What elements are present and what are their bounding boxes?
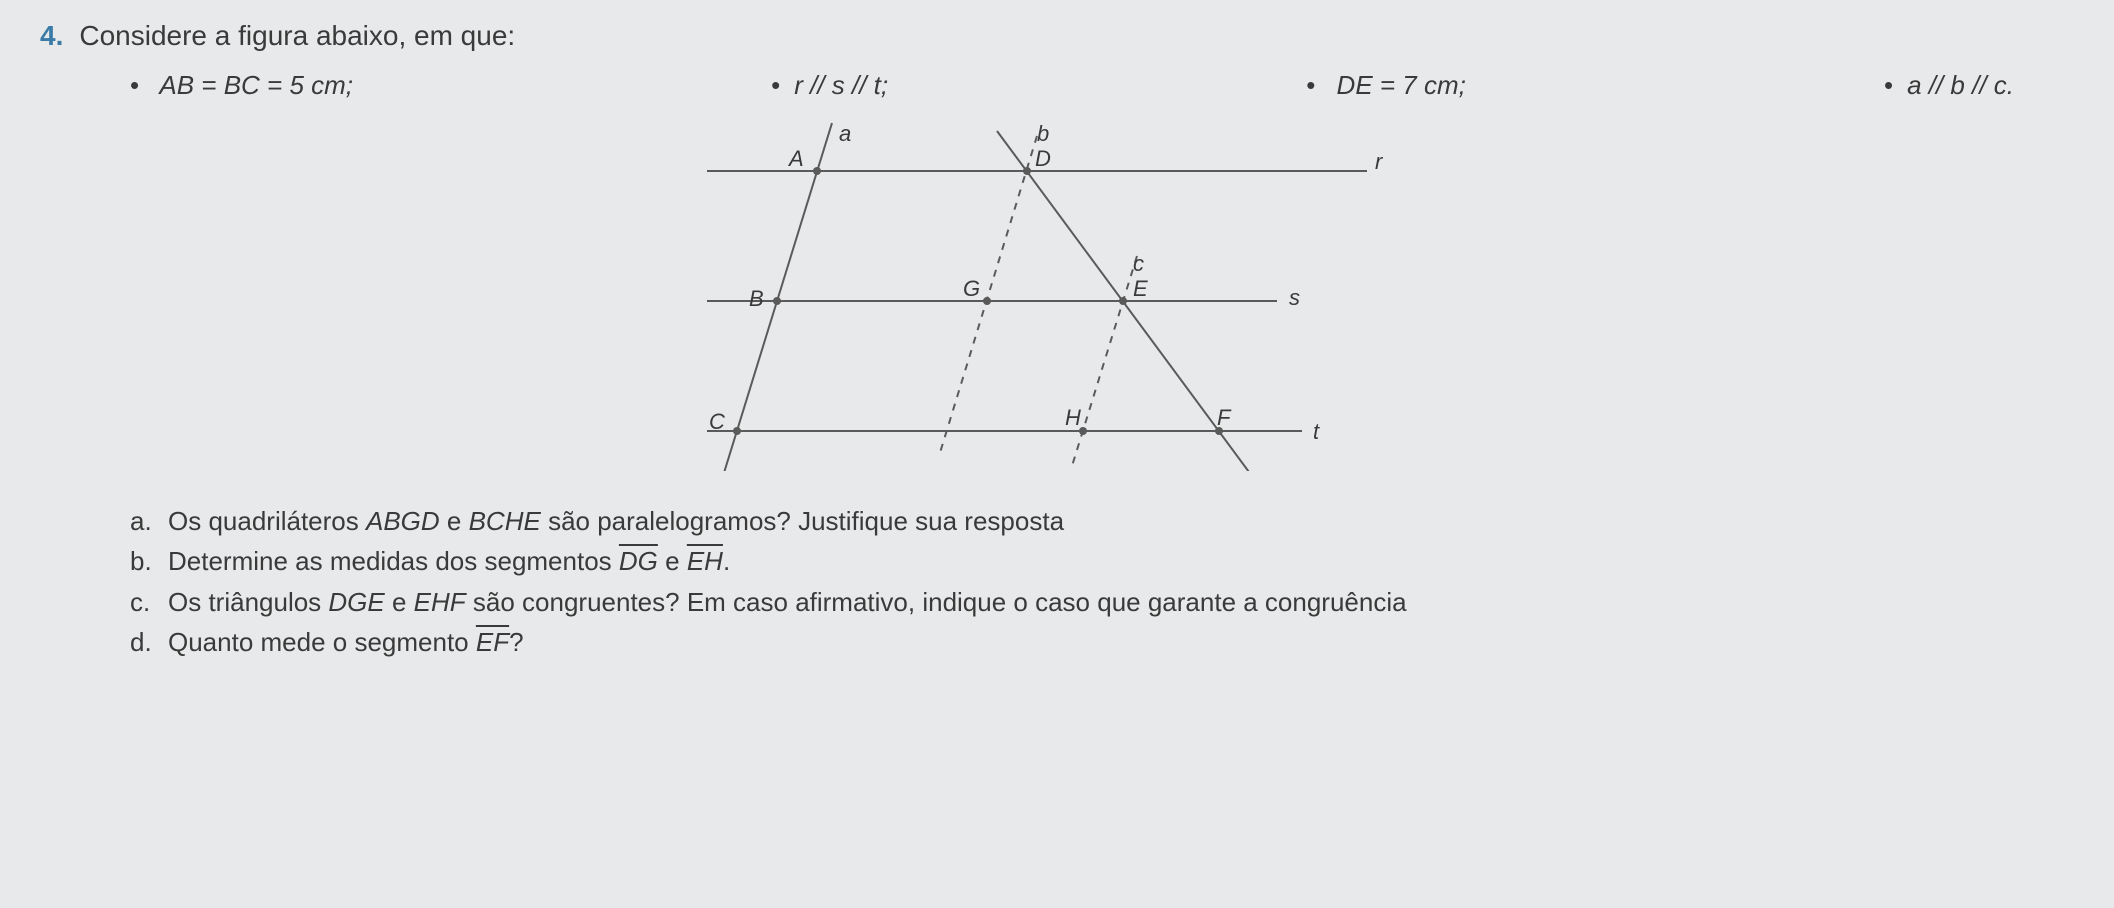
svg-text:s: s [1289,285,1300,310]
givens-row: AB = BC = 5 cm; r // s // t; DE = 7 cm; … [40,70,2074,101]
given-4: a // b // c. [1884,70,2014,101]
part-b: b. Determine as medidas dos segmentos DG… [130,541,2074,581]
part-a-post: são paralelogramos? Justifique sua respo… [541,506,1064,536]
given-3: DE = 7 cm; [1306,70,1466,101]
part-a: a. Os quadriláteros ABGD e BCHE são para… [130,501,2074,541]
part-c-pre: Os triângulos [168,587,328,617]
svg-text:E: E [1133,276,1148,301]
svg-text:A: A [787,146,804,171]
part-a-q1: ABGD [366,506,440,536]
part-b-seg1: DG [619,546,658,576]
svg-text:t: t [1313,419,1320,444]
given-3-de: DE [1337,70,1373,100]
svg-text:a: a [839,121,851,146]
part-c-text: Os triângulos DGE e EHF são congruentes?… [168,582,1407,622]
question-number: 4. [40,20,63,52]
given-1: AB = BC = 5 cm; [130,70,353,101]
part-a-q2: BCHE [469,506,541,536]
given-2: r // s // t; [771,70,888,101]
part-d: d. Quanto mede o segmento EF? [130,622,2074,662]
part-a-text: Os quadriláteros ABGD e BCHE são paralel… [168,501,1064,541]
part-d-pre: Quanto mede o segmento [168,627,476,657]
part-a-mid: e [440,506,469,536]
part-d-post: ? [509,627,523,657]
part-c-letter: c. [130,582,158,622]
given-1-ab: AB [159,70,194,100]
part-c-mid: e [385,587,414,617]
part-d-letter: d. [130,622,158,662]
part-a-pre: Os quadriláteros [168,506,366,536]
part-b-seg2: EH [687,546,723,576]
svg-text:H: H [1065,405,1081,430]
subparts: a. Os quadriláteros ABGD e BCHE são para… [40,501,2074,662]
part-b-post: . [723,546,730,576]
part-b-text: Determine as medidas dos segmentos DG e … [168,541,730,581]
part-b-mid: e [658,546,687,576]
svg-text:D: D [1035,146,1051,171]
svg-text:c: c [1133,251,1144,276]
part-c-t2: EHF [414,587,466,617]
part-c: c. Os triângulos DGE e EHF são congruent… [130,582,2074,622]
part-c-post: são congruentes? Em caso afirmativo, ind… [466,587,1407,617]
svg-text:r: r [1375,149,1384,174]
part-b-letter: b. [130,541,158,581]
question-prompt: Considere a figura abaixo, em que: [79,20,515,52]
given-1-eq1: = [194,70,224,100]
part-c-t1: DGE [328,587,384,617]
part-a-letter: a. [130,501,158,541]
svg-text:G: G [963,276,980,301]
svg-text:F: F [1217,405,1232,430]
geometry-figure: A B C D G E H Fa b c r s t [677,111,1437,471]
part-b-pre: Determine as medidas dos segmentos [168,546,619,576]
svg-text:B: B [749,286,764,311]
given-1-val: = 5 cm; [260,70,353,100]
svg-text:b: b [1037,121,1049,146]
given-1-bc: BC [224,70,260,100]
svg-text:C: C [709,409,725,434]
figure-container: A B C D G E H Fa b c r s t [40,111,2074,471]
part-d-text: Quanto mede o segmento EF? [168,622,524,662]
part-d-seg: EF [476,627,509,657]
given-3-val: = 7 cm; [1373,70,1466,100]
question-header: 4. Considere a figura abaixo, em que: [40,20,2074,52]
